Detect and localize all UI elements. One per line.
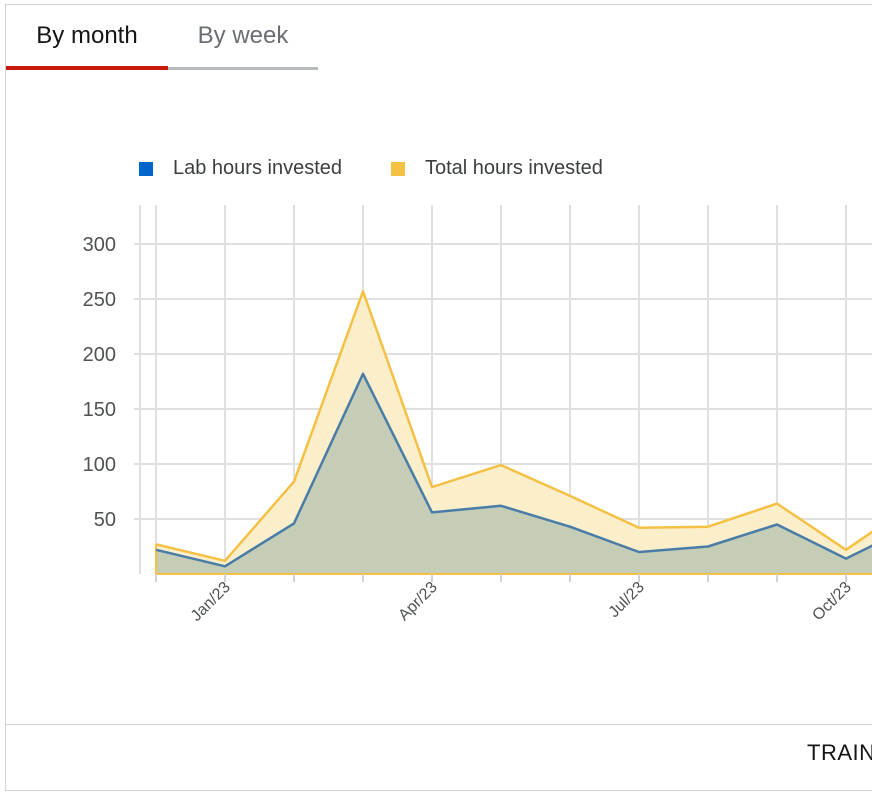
y-tick-label: 100: [83, 454, 116, 476]
y-tick-label: 250: [83, 289, 116, 311]
tab-bar-baseline: [168, 67, 318, 70]
area-chart: 50 100 150 200 250 300 Jan/23 Apr/23 Jul/23 Oct/2…: [83, 205, 872, 625]
tab-bar: By month By week: [6, 5, 318, 71]
tab-active-indicator: [6, 66, 168, 70]
x-tick-label: Jul/23: [606, 579, 648, 621]
legend-label-total: Total hours invested: [425, 157, 603, 179]
series-area-lab: [156, 373, 872, 574]
chart-card: By month By week Lab hours invested Tota…: [5, 4, 872, 791]
y-tick-label: 300: [83, 234, 116, 256]
footer-label: TRAIN: [807, 740, 872, 765]
x-tick-label: Jan/23: [188, 579, 234, 625]
x-tick-label: Oct/23: [809, 579, 854, 624]
legend-swatch-lab: [139, 162, 153, 176]
y-tick-label: 50: [94, 509, 116, 531]
legend-swatch-total: [391, 162, 405, 176]
tab-by-month[interactable]: By month: [36, 22, 138, 49]
y-tick-label: 200: [83, 344, 116, 366]
legend-label-lab: Lab hours invested: [173, 157, 343, 179]
y-tick-label: 150: [83, 399, 116, 421]
tab-by-week[interactable]: By week: [197, 22, 289, 49]
series-line-lab: [155, 372, 872, 568]
footer-divider: [6, 724, 872, 725]
series-line-total: [155, 290, 872, 563]
x-tick-label: Apr/23: [395, 579, 440, 624]
